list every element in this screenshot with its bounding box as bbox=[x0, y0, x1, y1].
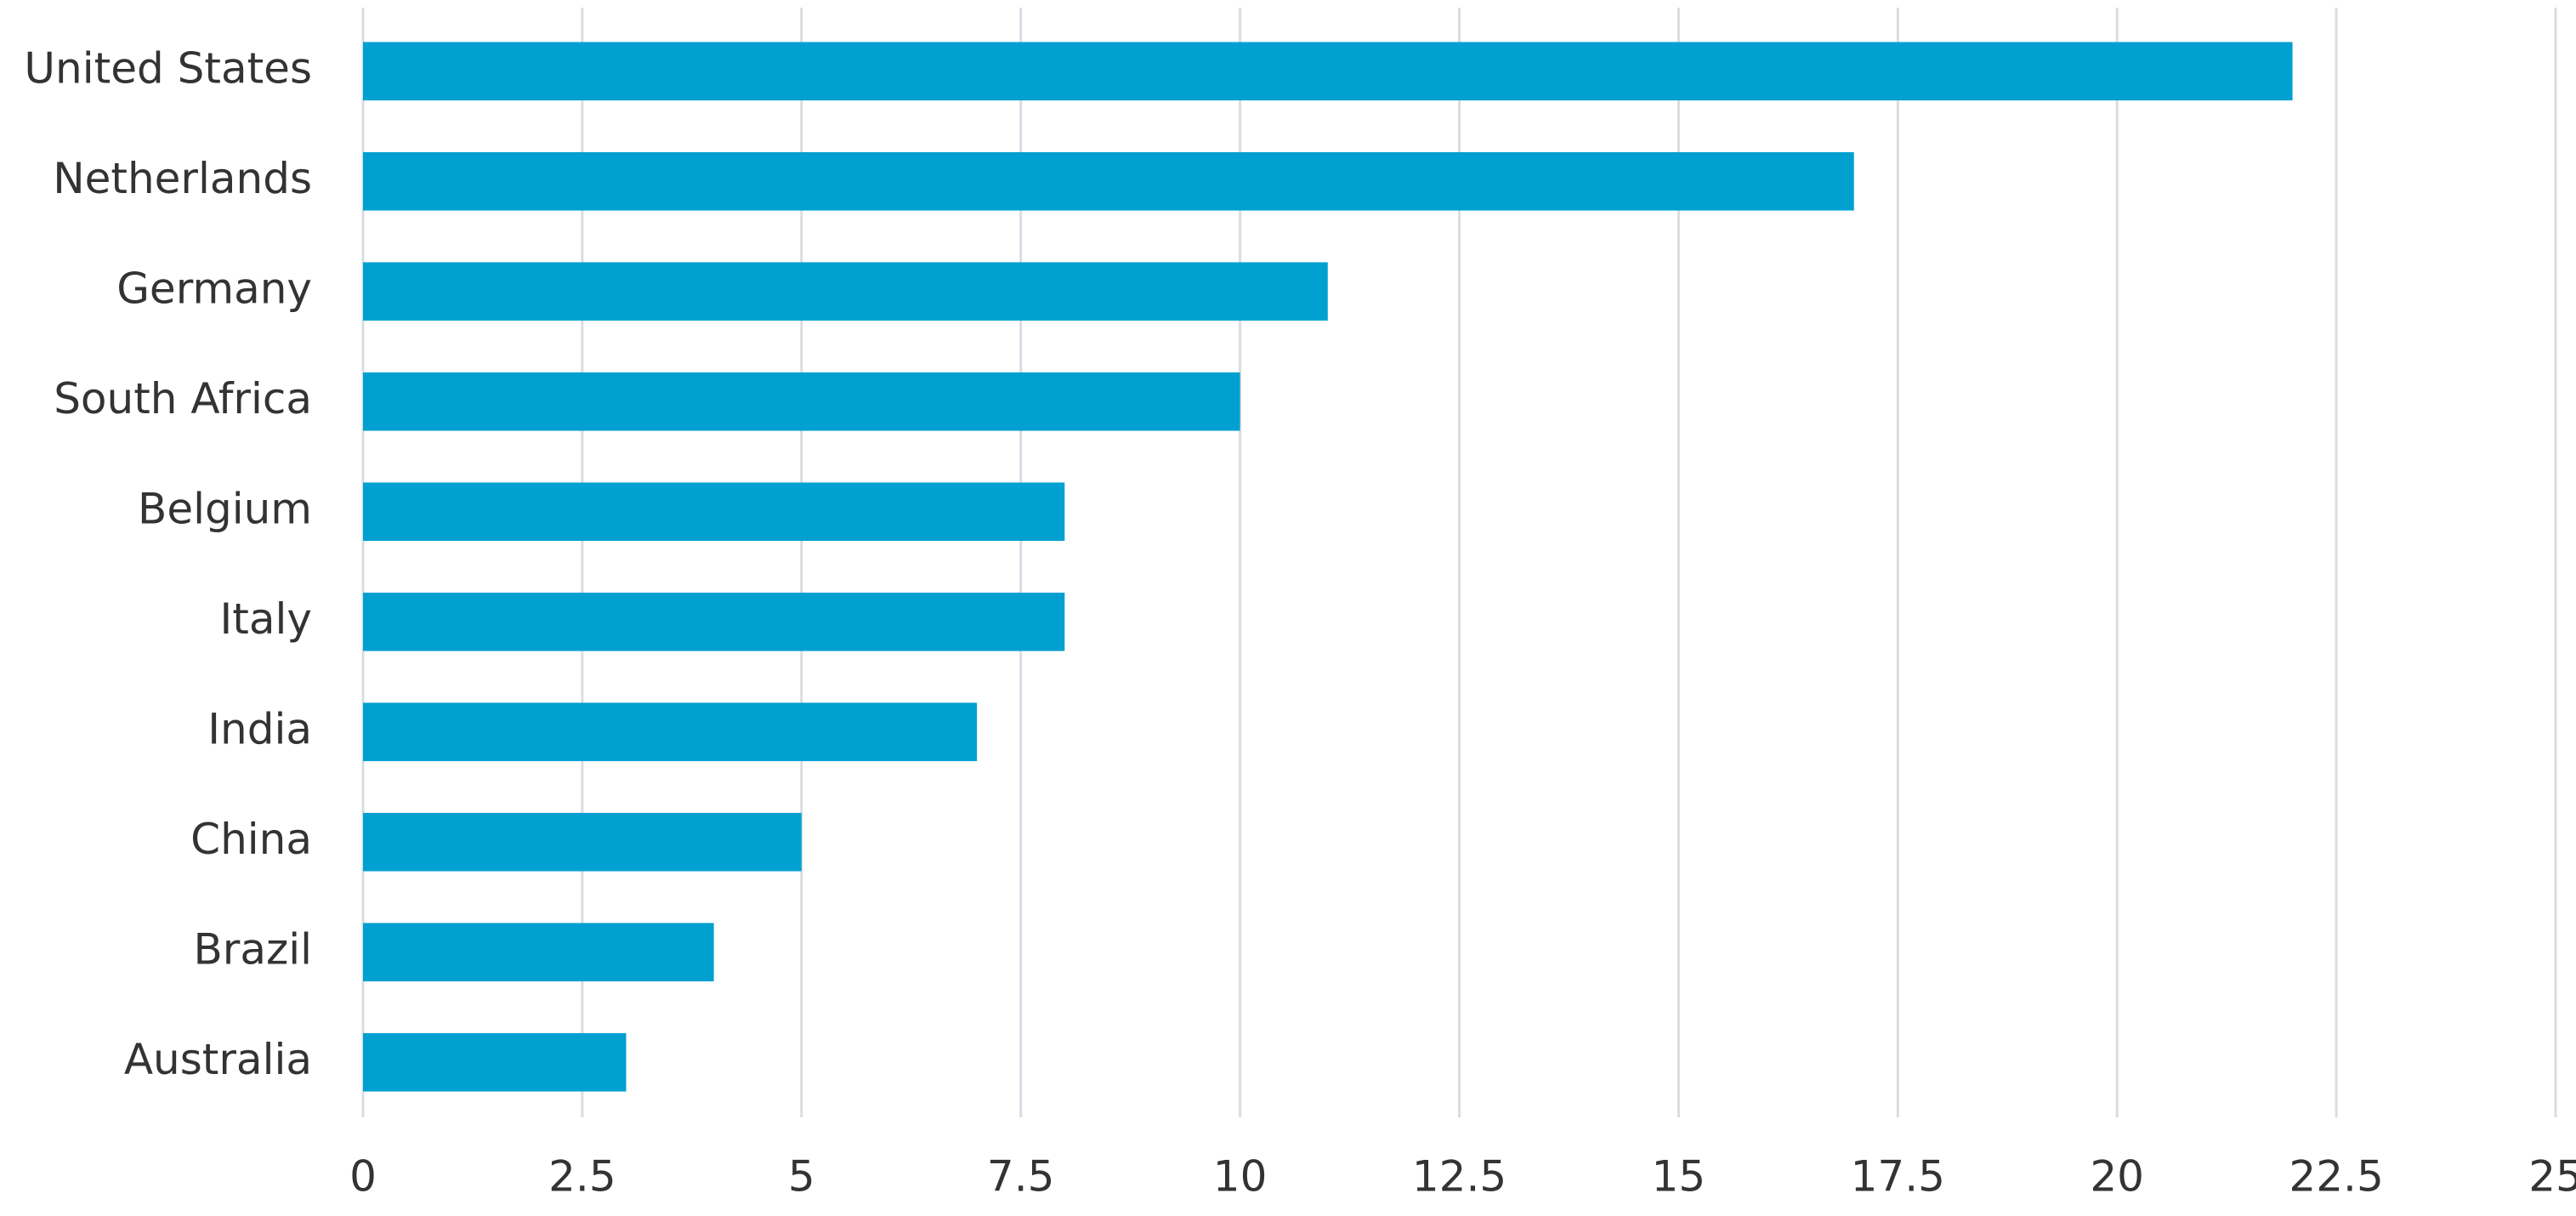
x-tick-label: 17.5 bbox=[1851, 1152, 1945, 1202]
bar bbox=[363, 812, 802, 872]
x-tick-label: 22.5 bbox=[2289, 1152, 2383, 1202]
y-tick-label: Brazil bbox=[193, 924, 312, 974]
y-tick-label: China bbox=[190, 815, 312, 864]
bar bbox=[363, 151, 1854, 211]
bar bbox=[363, 702, 978, 762]
y-tick-label: Italy bbox=[220, 594, 312, 644]
x-tick-label: 0 bbox=[349, 1152, 377, 1202]
y-tick-label: Netherlands bbox=[53, 154, 312, 203]
x-tick-label: 7.5 bbox=[987, 1152, 1055, 1202]
y-tick-label: Germany bbox=[116, 264, 312, 313]
bar bbox=[363, 372, 1240, 431]
y-tick-label: Australia bbox=[124, 1035, 312, 1084]
bar bbox=[363, 1032, 627, 1092]
y-tick-label: South Africa bbox=[54, 374, 312, 423]
y-tick-label: India bbox=[207, 704, 312, 753]
x-tick-label: 2.5 bbox=[548, 1152, 616, 1202]
bar bbox=[363, 42, 2293, 101]
bar bbox=[363, 262, 1328, 321]
x-tick-label: 15 bbox=[1652, 1152, 1706, 1202]
x-tick-label: 5 bbox=[788, 1152, 815, 1202]
bar bbox=[363, 482, 1065, 542]
bar bbox=[363, 592, 1065, 651]
bar bbox=[363, 923, 714, 982]
y-tick-label: United States bbox=[24, 43, 312, 93]
y-tick-label: Belgium bbox=[138, 484, 312, 533]
x-tick-label: 12.5 bbox=[1412, 1152, 1506, 1202]
x-tick-label: 20 bbox=[2090, 1152, 2144, 1202]
x-tick-label: 25 bbox=[2528, 1152, 2576, 1202]
x-tick-label: 10 bbox=[1213, 1152, 1268, 1202]
